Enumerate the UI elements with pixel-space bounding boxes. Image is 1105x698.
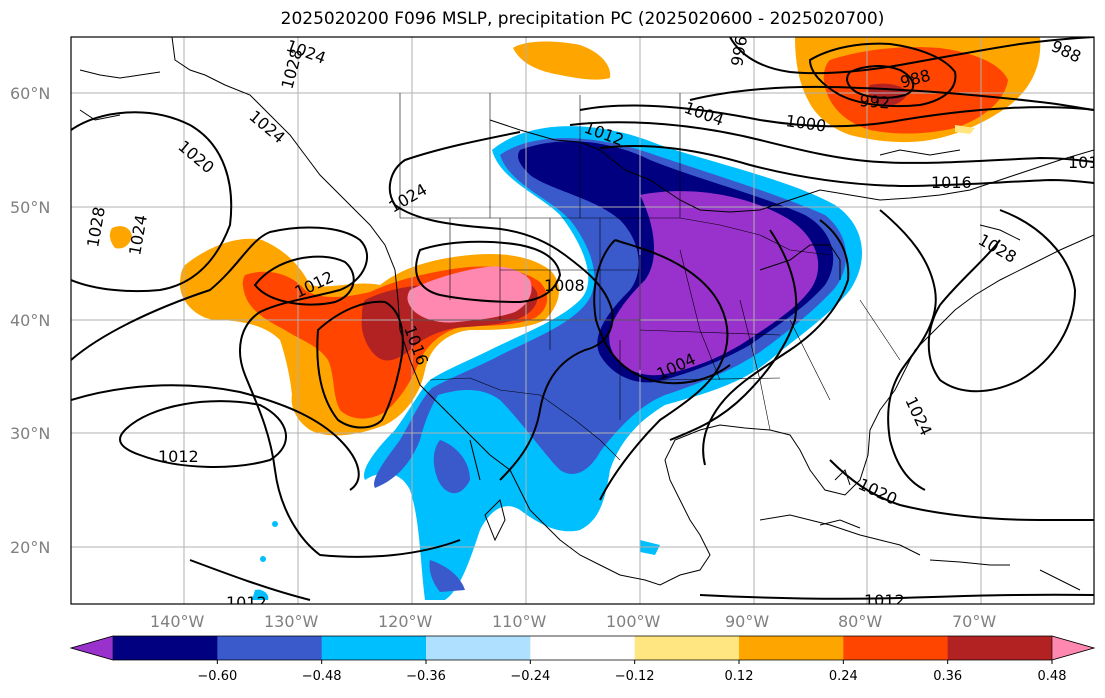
colorbar-segment [217,636,323,660]
colorbar-segment [947,636,1053,660]
latitude-labels: 60°N 50°N 40°N 30°N 20°N [10,84,50,557]
lon-label-140w: 140°W [150,612,205,631]
lon-label-110w: 110°W [492,612,547,631]
isobar-label: 1012 [864,591,905,610]
lon-label-100w: 100°W [606,612,661,631]
colorbar-tick-label: 0.48 [1038,669,1067,684]
colorbar-segment [321,636,427,660]
colorbar-segment [634,636,740,660]
isobar-label: 1008 [544,276,585,295]
colorbar-tick-label: 0.12 [725,669,754,684]
colorbar-tick-label: −0.48 [302,669,342,684]
lat-label-30n: 30°N [10,424,50,443]
colorbar-segment [843,636,949,660]
colorbar-tick-label: −0.12 [615,669,655,684]
isobar-label: 992 [859,91,891,113]
longitude-labels: 140°W 130°W 120°W 110°W 100°W 90°W 80°W … [150,612,996,631]
colorbar-extend-low [69,635,114,661]
isobar-label: 1016 [931,173,972,192]
lat-label-50n: 50°N [10,198,50,217]
lon-label-130w: 130°W [264,612,319,631]
political-borders [399,93,901,461]
coastlines [79,37,1094,591]
colorbar-segment [739,636,844,660]
isobars [71,37,1094,601]
colorbar-tick-label: 0.36 [933,669,962,684]
map-frame [70,36,1095,605]
isobar-label: 1012 [226,593,267,612]
colorbar-segment [426,636,531,660]
colorbar-ticks: −0.60 −0.48 −0.36 −0.24 −0.12 0.12 0.24 0.36 0.4… [197,660,1067,684]
lon-label-80w: 80°W [838,612,882,631]
lat-label-60n: 60°N [10,84,50,103]
lon-label-70w: 70°W [952,612,996,631]
lat-label-20n: 20°N [10,538,50,557]
colorbar-tick-label: 0.24 [829,669,858,684]
colorbar-segments [69,635,1096,661]
colorbar-segment [113,636,218,660]
colorbar-tick-label: −0.60 [197,669,237,684]
lon-label-90w: 90°W [725,612,769,631]
chart-title: 2025020200 F096 MSLP, precipitation PC (… [280,9,885,29]
colorbar-outline [69,635,1096,661]
colorbar-segment [530,636,636,660]
lon-label-120w: 120°W [378,612,433,631]
colorbar-tick-label: −0.24 [510,669,550,684]
colorbar-tick-label: −0.36 [406,669,446,684]
isobar-label: 1012 [158,447,199,466]
lat-label-40n: 40°N [10,311,50,330]
colorbar: −0.60 −0.48 −0.36 −0.24 −0.12 0.12 0.24 0.36 0.4… [69,635,1096,684]
map-panel: 1024 1028 1020 1028 1024 1012 1024 1024 … [71,37,1105,612]
isobar-label: 1012 [1068,153,1105,172]
colorbar-extend-high [1051,635,1096,661]
